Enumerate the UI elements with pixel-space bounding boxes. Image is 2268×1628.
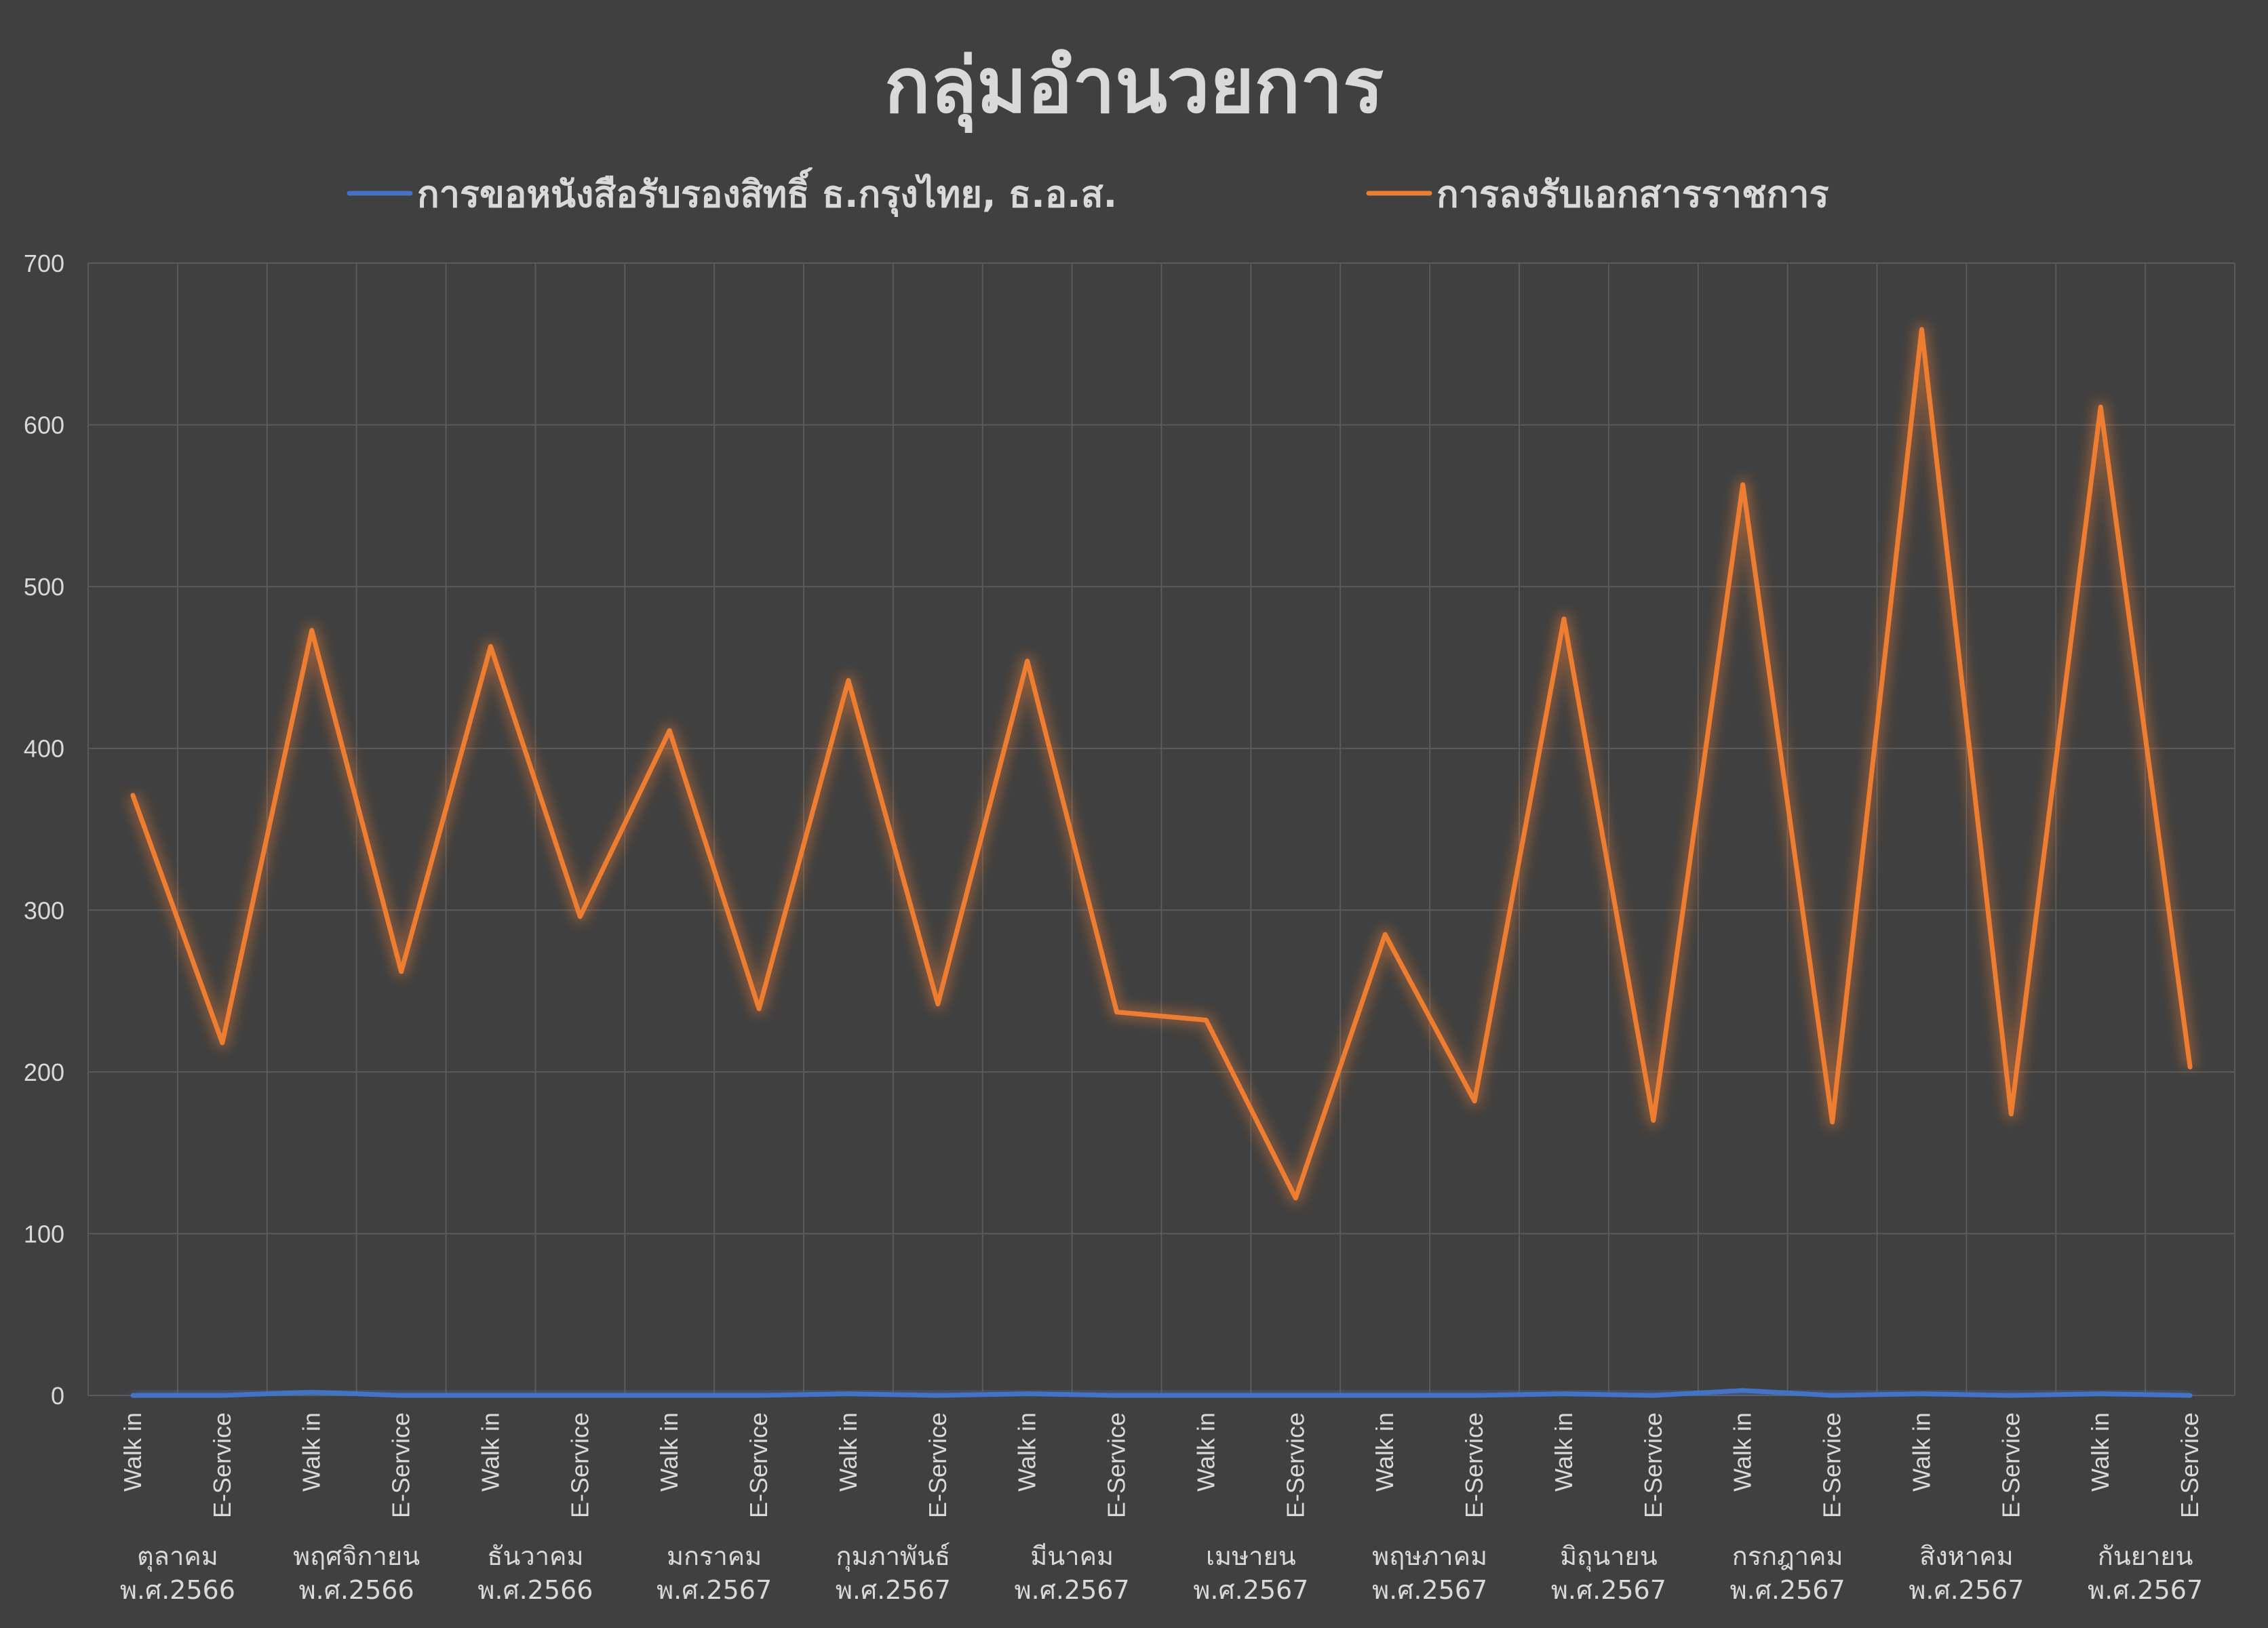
x-group-year-label: พ.ศ.2567: [1730, 1575, 1845, 1605]
x-axis-groups: ตุลาคมพ.ศ.2566พฤศจิกายนพ.ศ.2566ธันวาคมพ.…: [120, 1541, 2203, 1605]
x-group-month-label: มีนาคม: [1030, 1541, 1114, 1571]
x-tick-label: Walk in: [298, 1412, 326, 1492]
x-group-year-label: พ.ศ.2566: [120, 1575, 235, 1605]
x-group-month-label: พฤศจิกายน: [293, 1541, 420, 1571]
x-tick-label: E-Service: [208, 1412, 236, 1518]
x-group-month-label: พฤษภาคม: [1372, 1541, 1487, 1571]
x-group-year-label: พ.ศ.2567: [1015, 1575, 1130, 1605]
x-tick-label: E-Service: [745, 1412, 773, 1518]
legend: การขอหนังสือรับรองสิทธิ์ ธ.กรุงไทย, ธ.อ.…: [347, 167, 1829, 218]
x-tick-label: E-Service: [1460, 1412, 1488, 1518]
x-group-month-label: กุมภาพันธ์: [836, 1541, 951, 1572]
x-tick-label: Walk in: [1729, 1412, 1757, 1492]
y-tick-label: 600: [24, 412, 64, 439]
x-tick-label: Walk in: [1192, 1412, 1219, 1492]
x-group-year-label: พ.ศ.2567: [657, 1575, 772, 1605]
x-group-month-label: กันยายน: [2098, 1541, 2193, 1571]
legend-label-series-1[interactable]: การขอหนังสือรับรองสิทธิ์ ธ.กรุงไทย, ธ.อ.…: [417, 167, 1117, 218]
y-tick-label: 500: [24, 573, 64, 601]
y-tick-label: 400: [24, 735, 64, 763]
x-tick-label: Walk in: [834, 1412, 862, 1492]
x-group-year-label: พ.ศ.2567: [2088, 1575, 2203, 1605]
x-group-month-label: เมษายน: [1206, 1541, 1296, 1571]
y-axis: 0 100 200 300 400 500 600 700: [24, 250, 64, 1410]
x-tick-label: E-Service: [2176, 1412, 2204, 1518]
series-lines: [127, 323, 2197, 1402]
x-tick-label: E-Service: [1818, 1412, 1846, 1518]
x-group-month-label: มิถุนายน: [1560, 1541, 1658, 1572]
x-tick-label: Walk in: [119, 1412, 146, 1492]
x-tick-label: E-Service: [1281, 1412, 1309, 1518]
x-axis: Walk in E-Service Walk in E-Service Walk in E…: [119, 1412, 2204, 1518]
x-tick-label: E-Service: [1639, 1412, 1667, 1518]
x-group-year-label: พ.ศ.2567: [1193, 1575, 1308, 1605]
x-tick-label: E-Service: [387, 1412, 415, 1518]
chart-title: กลุ่มอำนวยการ: [884, 42, 1384, 134]
x-group-year-label: พ.ศ.2566: [299, 1575, 414, 1605]
x-tick-label: Walk in: [1907, 1412, 1935, 1492]
x-tick-label: Walk in: [1371, 1412, 1399, 1492]
series-2-line: [130, 327, 2193, 1201]
x-tick-label: Walk in: [476, 1412, 504, 1492]
x-group-year-label: พ.ศ.2567: [1551, 1575, 1666, 1605]
x-group-year-label: พ.ศ.2567: [836, 1575, 951, 1605]
y-tick-label: 100: [24, 1220, 64, 1248]
y-tick-label: 200: [24, 1058, 64, 1086]
x-group-month-label: กรกฎาคม: [1732, 1541, 1843, 1571]
x-tick-label: Walk in: [2086, 1412, 2114, 1492]
x-tick-label: E-Service: [1997, 1412, 2025, 1518]
x-group-month-label: ตุลาคม: [137, 1541, 218, 1572]
x-group-year-label: พ.ศ.2567: [1909, 1575, 2024, 1605]
x-group-year-label: พ.ศ.2566: [477, 1575, 593, 1605]
x-tick-label: E-Service: [566, 1412, 593, 1518]
legend-label-series-2[interactable]: การลงรับเอกสารราชการ: [1436, 173, 1829, 216]
x-tick-label: Walk in: [655, 1412, 683, 1492]
x-tick-label: E-Service: [924, 1412, 952, 1518]
x-tick-label: E-Service: [1103, 1412, 1131, 1518]
x-tick-label: Walk in: [1550, 1412, 1578, 1492]
x-group-month-label: สิงหาคม: [1919, 1541, 2014, 1571]
series-1-line: [130, 1388, 2193, 1398]
x-tick-label: Walk in: [1013, 1412, 1041, 1492]
x-group-month-label: ธันวาคม: [487, 1541, 583, 1571]
y-tick-label: 0: [51, 1382, 64, 1410]
y-tick-label: 300: [24, 896, 64, 924]
x-group-year-label: พ.ศ.2567: [1372, 1575, 1487, 1605]
x-group-month-label: มกราคม: [667, 1541, 762, 1571]
y-tick-label: 700: [24, 250, 64, 277]
